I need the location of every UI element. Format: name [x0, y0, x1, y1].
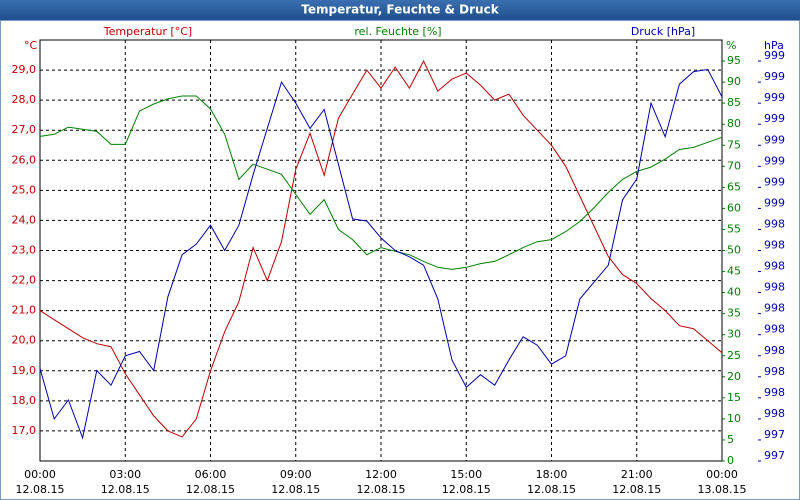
legend-label: rel. Feuchte [%]	[354, 25, 441, 38]
y2-tick-label: 50	[727, 244, 741, 257]
y-tick-label: 27,0	[12, 123, 37, 136]
y3-tick-label: 999	[764, 196, 785, 209]
y3-tick-label: 999	[764, 154, 785, 167]
y-tick-label: 23,0	[12, 244, 37, 257]
y3-tick-label: 999	[764, 70, 785, 83]
y3-tick-label: 998	[764, 323, 785, 336]
x-tick-label: 00:00	[706, 468, 738, 481]
y2-tick-label: 45	[727, 265, 741, 278]
y3-tick-label: 998	[764, 260, 785, 273]
series-line	[39, 68, 723, 440]
series-line	[39, 59, 723, 438]
legend-label: Temperatur [°C]	[103, 25, 192, 38]
y2-tick-label: 65	[727, 180, 741, 193]
y2-tick-label: 80	[727, 117, 741, 130]
x-tick-label: 15:00	[450, 468, 482, 481]
x-tick-label: 21:00	[621, 468, 653, 481]
y-tick-label: 28,0	[12, 93, 37, 106]
y3-tick-label: 999	[764, 175, 785, 188]
y-tick-label: 22,0	[12, 274, 37, 287]
y-tick-label: 21,0	[12, 304, 37, 317]
y3-tick-label: 999	[764, 133, 785, 146]
y2-tick-label: 55	[727, 222, 741, 235]
y2-tick-label: 75	[727, 138, 741, 151]
y2-tick-label: 25	[727, 349, 741, 362]
y3-tick-label: 998	[764, 281, 785, 294]
y3-tick-label: 998	[764, 344, 785, 357]
y-tick-label: 24,0	[12, 213, 37, 226]
y2-tick-label: 10	[727, 412, 741, 425]
y2-tick-label: 40	[727, 286, 741, 299]
series-line	[39, 95, 723, 270]
x-tick-date: 12.08.15	[442, 483, 491, 496]
y3-tick-label: 999	[764, 112, 785, 125]
y3-tick-label: 999	[764, 49, 785, 62]
y2-tick-label: 90	[727, 75, 741, 88]
y2-tick-label: 15	[727, 391, 741, 404]
x-tick-date: 12.08.15	[186, 483, 235, 496]
x-tick-label: 12:00	[365, 468, 397, 481]
x-tick-date: 12.08.15	[16, 483, 65, 496]
x-tick-label: 09:00	[280, 468, 312, 481]
y-tick-label: 26,0	[12, 153, 37, 166]
y-tick-label: 18,0	[12, 394, 37, 407]
y3-tick-label: 998	[764, 302, 785, 315]
y-tick-label: 17,0	[12, 424, 37, 437]
y3-tick-label: 997	[764, 428, 785, 441]
y3-unit: hPa	[764, 39, 784, 52]
y-tick-label: 25,0	[12, 183, 37, 196]
x-tick-date: 12.08.15	[271, 483, 320, 496]
y2-tick-label: 70	[727, 159, 741, 172]
x-tick-label: 00:00	[24, 468, 56, 481]
y3-tick-label: 998	[764, 239, 785, 252]
y2-tick-label: 0	[727, 454, 734, 467]
x-tick-date: 12.08.15	[357, 483, 406, 496]
x-tick-label: 03:00	[109, 468, 141, 481]
y3-tick-label: 998	[764, 407, 785, 420]
legend-label: Druck [hPa]	[631, 25, 695, 38]
x-tick-date: 12.08.15	[612, 483, 661, 496]
y2-unit: %	[726, 39, 736, 52]
y2-tick-label: 60	[727, 201, 741, 214]
y2-tick-label: 85	[727, 96, 741, 109]
x-tick-date: 13.08.15	[698, 483, 747, 496]
y3-tick-label: 997	[764, 449, 785, 462]
y-tick-label: 19,0	[12, 364, 37, 377]
y3-tick-label: 998	[764, 386, 785, 399]
x-tick-date: 12.08.15	[101, 483, 150, 496]
y3-tick-label: 999	[764, 91, 785, 104]
y3-tick-label: 998	[764, 365, 785, 378]
x-tick-label: 06:00	[195, 468, 227, 481]
chart-title: Temperatur, Feuchte & Druck	[301, 3, 499, 17]
y-tick-label: 29,0	[12, 63, 37, 76]
title-bar	[0, 0, 800, 20]
y2-tick-label: 20	[727, 370, 741, 383]
y-unit: °C	[24, 39, 38, 52]
y3-tick-label: 998	[764, 217, 785, 230]
y2-tick-label: 95	[727, 54, 741, 67]
y2-tick-label: 35	[727, 307, 741, 320]
y2-tick-label: 30	[727, 328, 741, 341]
y-tick-label: 20,0	[12, 334, 37, 347]
x-tick-label: 18:00	[536, 468, 568, 481]
y2-tick-label: 5	[727, 433, 734, 446]
x-tick-date: 12.08.15	[527, 483, 576, 496]
